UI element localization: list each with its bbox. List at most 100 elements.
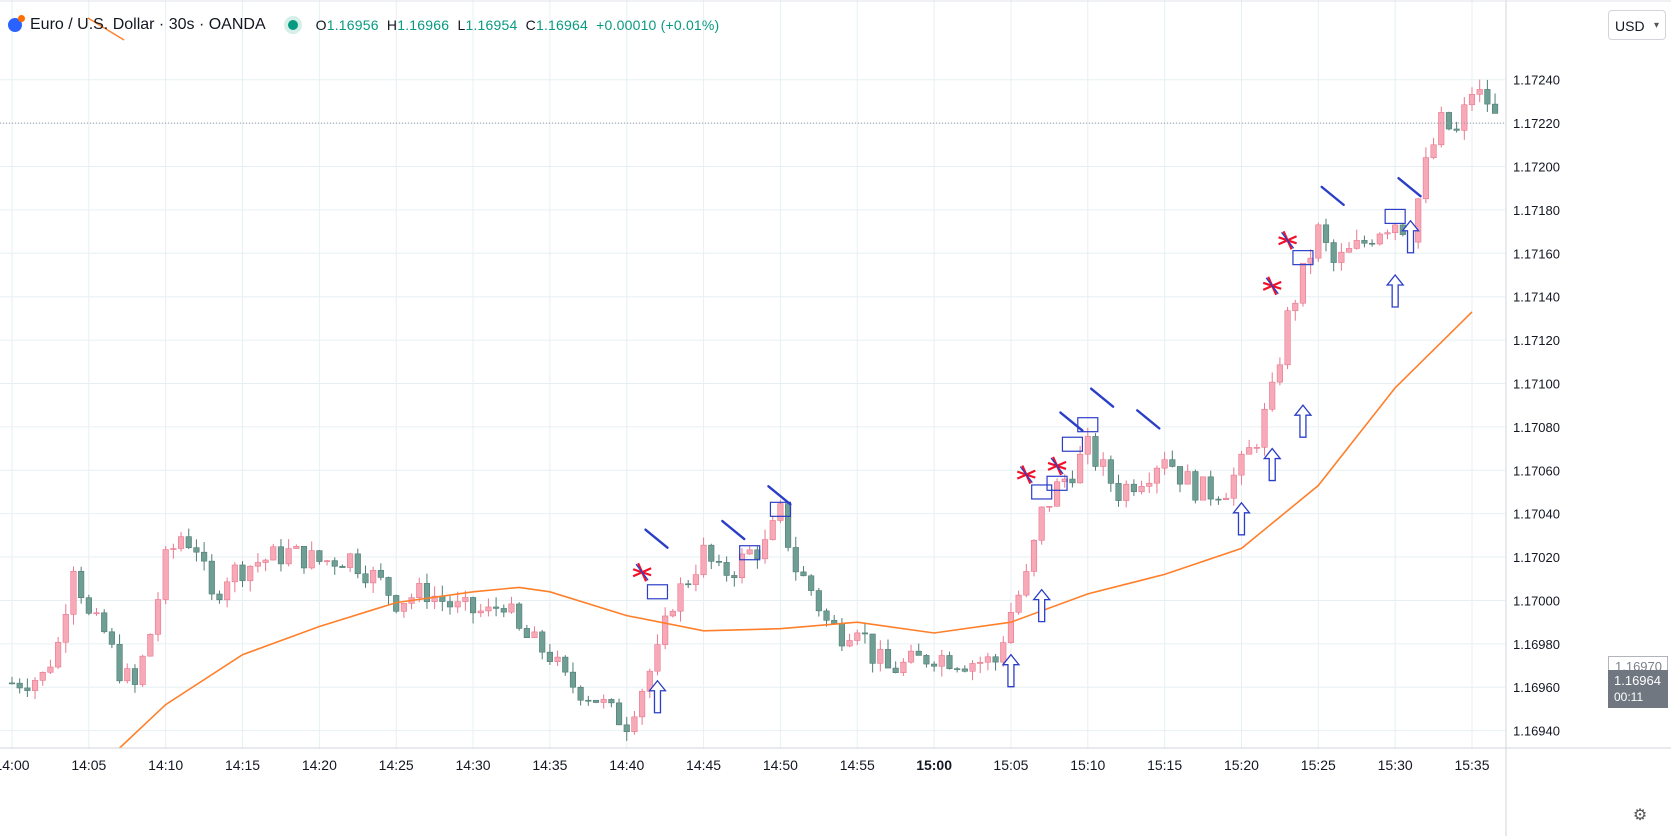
candle-body [331,560,338,567]
candle-body [462,597,469,602]
candle-body [124,668,131,682]
x-tick-label: 15:15 [1147,757,1182,773]
candle-body [907,650,915,663]
candle-body [1292,302,1299,311]
y-tick-label: 1.17180 [1513,203,1560,218]
candle-body [93,612,100,615]
x-tick-label: 14:45 [686,757,721,773]
symbol-logo-icon [8,15,25,32]
candle-body [8,682,16,685]
gear-icon[interactable]: ⚙ [1632,807,1648,824]
candle-body [1084,436,1091,455]
candle-body [101,612,108,633]
candle-body [662,615,669,645]
candle-body [231,564,238,583]
candle-body [954,668,961,670]
x-tick-label: 15:25 [1301,757,1336,773]
candle-body [208,560,215,595]
candle-body [800,571,807,577]
candle-body [323,560,331,562]
candle-body [669,610,676,617]
candle-body [1453,128,1460,131]
moving-average-line [119,311,1473,749]
box-marker [1061,436,1084,452]
candle-body [969,663,976,672]
candle-body [869,633,876,664]
x-tick-label: 14:20 [302,757,337,773]
candle-body [1015,594,1022,613]
candle-body [70,570,77,615]
currency-select[interactable]: USD ▾ [1608,10,1666,40]
candle-body [1284,310,1291,366]
candle-body [1415,198,1422,243]
chevron-down-icon: ▾ [1653,20,1659,31]
market-status-icon[interactable] [287,20,298,30]
candle-body [1123,483,1130,501]
candle-body [170,548,177,550]
candle-body [708,544,715,562]
up-arrow-icon [1032,588,1052,623]
candle-body [608,699,615,704]
annotations [87,17,1422,714]
symbol-title[interactable]: Euro / U.S. Dollar · 30s · OANDA [30,16,266,33]
candle-body [1153,467,1161,484]
bar-countdown: 00:11 [1614,689,1644,704]
candle-body [1107,459,1114,484]
candle-body [1461,104,1468,131]
candle-body [1192,471,1199,501]
candle-body [677,583,684,612]
y-tick-label: 1.17220 [1513,116,1560,131]
candle-body [354,553,361,575]
x-tick-label: 15:20 [1224,757,1259,773]
candle-body [815,590,822,612]
candle-body [592,699,600,703]
candle-body [62,614,69,643]
candle-body [1468,94,1476,106]
candle-body [831,620,838,624]
close-value: 1.16964 [535,17,588,33]
candle-body [485,606,492,612]
candle-body [946,655,953,669]
star-marker [1050,457,1064,475]
y-tick-label: 1.17080 [1513,420,1560,435]
currency-label: USD [1615,18,1645,34]
candle-body [78,570,85,599]
candle-body [1100,459,1107,467]
candle-body [1238,453,1245,476]
candle-body [162,549,169,600]
candle-body [715,561,723,563]
box-marker [1031,484,1053,500]
candle-body [1338,251,1345,263]
candle-body [585,699,592,702]
candle-body [85,597,92,614]
y-tick-label: 1.17240 [1513,73,1560,88]
box-marker [1046,475,1068,491]
candle-body [539,631,546,653]
star-marker [1265,277,1279,295]
candle-body [477,610,484,614]
up-arrow-icon [1401,219,1420,254]
candle-body [293,545,300,549]
box-marker [1292,250,1314,266]
candle-body [308,550,315,569]
chart-legend: Euro / U.S. Dollar · 30s · OANDA O1.1695… [8,14,719,36]
star-marker [1281,231,1295,249]
x-tick-label: 14:00 [0,757,30,773]
x-tick-label: 14:30 [456,757,491,773]
star-marker [635,563,649,581]
candle-body [877,649,884,664]
candle-body [454,601,461,608]
up-arrow-icon [1262,447,1282,482]
candle-body [992,656,999,663]
candle-body [761,539,769,560]
y-tick-label: 1.17160 [1513,246,1560,261]
candle-body [1030,539,1038,572]
trend-slash-marker [1320,185,1345,207]
candle-body [639,690,646,718]
candle-body [247,565,254,582]
candle-body [769,520,776,540]
trend-slash-marker [1136,409,1161,430]
candle-body [446,601,454,608]
candle-body [1000,642,1007,663]
